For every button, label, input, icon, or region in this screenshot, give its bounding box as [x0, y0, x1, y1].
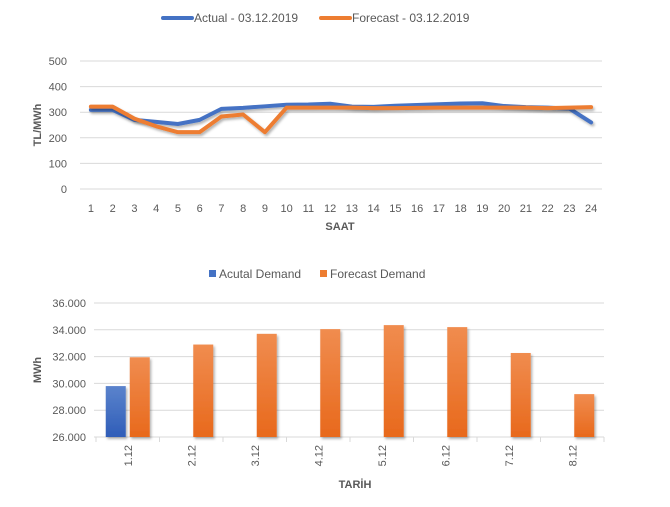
legend-item-actual-demand[interactable]: Acutal Demand — [209, 267, 301, 281]
x-tick-label: 24 — [585, 203, 597, 215]
bar-legend: Acutal Demand Forecast Demand — [209, 267, 425, 281]
forecast-demand-bar — [510, 352, 531, 437]
line-x-tick-labels: 1 2 3 4 5 6 7 8 9 10 11 12 13 14 15 16 17 18 19 20 21 22 23 24 — [88, 203, 597, 215]
x-tick-label: 6 — [197, 203, 203, 215]
bar-chart: Acutal Demand Forecast Demand 26.000 28.0… — [32, 267, 605, 491]
legend-label-forecast-demand: Forecast Demand — [330, 267, 425, 281]
line-series — [88, 101, 594, 135]
forecast-demand-bar — [574, 394, 595, 437]
x-tick-label: 21 — [520, 203, 532, 215]
x-tick-label: 4 — [153, 203, 159, 215]
legend-swatch-actual-demand — [209, 270, 216, 277]
x-tick-label: 11 — [303, 203, 314, 215]
x-tick-label: 8.12 — [567, 445, 579, 466]
x-tick-label: 20 — [498, 203, 510, 215]
x-tick-label: 17 — [433, 203, 445, 215]
y-tick-label: 26.000 — [52, 432, 86, 444]
x-tick-label: 12 — [324, 203, 336, 215]
x-tick-label: 10 — [281, 203, 293, 215]
x-tick-label: 23 — [563, 203, 575, 215]
x-tick-label: 8 — [240, 203, 246, 215]
y-tick-label: 200 — [49, 133, 67, 145]
forecast-line — [88, 104, 594, 135]
y-tick-label: 100 — [49, 158, 67, 170]
bar-series — [105, 325, 595, 437]
line-y-tick-labels: 0 100 200 300 400 500 — [49, 56, 67, 196]
forecast-demand-bar — [193, 344, 214, 437]
line-gridlines — [80, 60, 602, 190]
forecast-demand-bar — [129, 357, 150, 437]
forecast-demand-bar — [320, 329, 341, 437]
forecast-demand-bar — [447, 327, 468, 437]
forecast-demand-bar — [383, 325, 404, 437]
y-tick-label: 500 — [49, 56, 67, 68]
line-x-axis-title: SAAT — [325, 221, 354, 233]
bar-y-tick-labels: 26.000 28.000 30.000 32.000 34.000 36.000 — [52, 298, 86, 444]
x-tick-label: 18 — [455, 203, 467, 215]
x-tick-label: 9 — [262, 203, 268, 215]
y-tick-label: 32.000 — [52, 352, 86, 364]
bar-x-axis-title: TARİH — [339, 478, 372, 491]
actual-demand-bar — [105, 386, 126, 437]
x-tick-label: 16 — [411, 203, 423, 215]
x-tick-label: 2.12 — [186, 445, 198, 466]
x-tick-label: 1 — [88, 203, 94, 215]
x-tick-label: 2 — [110, 203, 116, 215]
x-tick-label: 6.12 — [440, 445, 452, 466]
line-chart: Actual - 03.12.2019 Forecast - 03.12.201… — [32, 11, 602, 233]
legend-swatch-forecast-demand — [320, 270, 327, 277]
legend-item-actual[interactable]: Actual - 03.12.2019 — [161, 11, 298, 25]
bar-x-tick-labels: 1.12 2.12 3.12 4.12 5.12 6.12 7.12 8.12 — [123, 445, 580, 466]
line-y-axis-title: TL/MWh — [32, 103, 44, 146]
x-tick-label: 3.12 — [250, 445, 262, 466]
y-tick-label: 400 — [49, 82, 67, 94]
x-tick-label: 15 — [389, 203, 401, 215]
legend-label-forecast: Forecast - 03.12.2019 — [352, 11, 470, 25]
x-tick-label: 7.12 — [504, 445, 516, 466]
x-tick-label: 13 — [346, 203, 358, 215]
y-tick-label: 30.000 — [52, 378, 86, 390]
x-tick-label: 19 — [476, 203, 488, 215]
legend-label-actual: Actual - 03.12.2019 — [194, 11, 298, 25]
forecast-demand-bar — [256, 333, 277, 437]
y-tick-label: 300 — [49, 107, 67, 119]
line-legend: Actual - 03.12.2019 Forecast - 03.12.201… — [161, 11, 470, 25]
x-tick-label: 3 — [131, 203, 137, 215]
y-tick-label: 0 — [61, 184, 67, 196]
y-tick-label: 28.000 — [52, 405, 86, 417]
y-tick-label: 34.000 — [52, 325, 86, 337]
legend-item-forecast[interactable]: Forecast - 03.12.2019 — [319, 11, 470, 25]
x-tick-label: 22 — [542, 203, 554, 215]
x-tick-label: 14 — [368, 203, 380, 215]
x-tick-label: 1.12 — [123, 445, 135, 466]
x-tick-label: 7 — [218, 203, 224, 215]
x-tick-label: 5 — [175, 203, 181, 215]
x-tick-label: 4.12 — [313, 445, 325, 466]
y-tick-label: 36.000 — [52, 298, 86, 310]
legend-item-forecast-demand[interactable]: Forecast Demand — [320, 267, 425, 281]
bar-y-axis-title: MWh — [32, 357, 44, 384]
x-tick-label: 5.12 — [377, 445, 389, 466]
legend-label-actual-demand: Acutal Demand — [219, 267, 301, 281]
